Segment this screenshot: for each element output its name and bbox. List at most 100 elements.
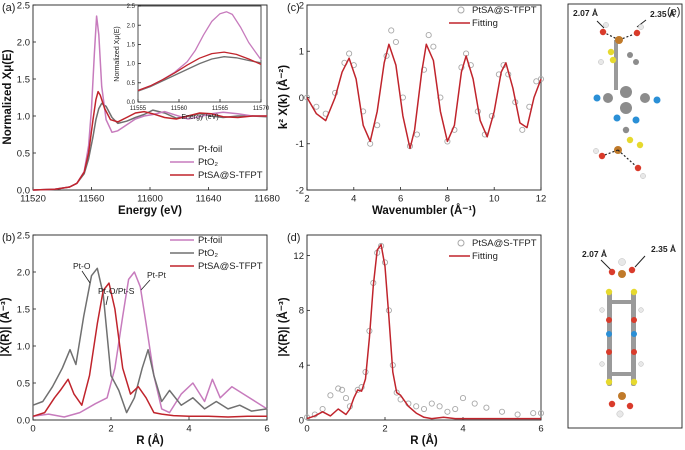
data-point-ptsa-s-tfpt xyxy=(327,392,334,399)
y-tick-label: 0 xyxy=(299,415,304,426)
data-point-ptsa-s-tfpt xyxy=(420,405,428,413)
series-line-fitting xyxy=(306,243,541,420)
panel-d-xlabel: R (Å) xyxy=(410,434,438,447)
nitrogen-atom xyxy=(632,116,640,124)
sulfur-atom xyxy=(607,48,615,56)
x-tick-label: 2 xyxy=(108,424,113,435)
data-point-ptsa-s-tfpt xyxy=(537,410,545,417)
bond-length-left-top: 2.07 Å xyxy=(573,8,598,18)
arrow-left-top xyxy=(596,20,605,29)
x-tick-label: 6 xyxy=(538,424,543,435)
bond-length-left-bottom: 2.07 Å xyxy=(582,249,607,259)
nitrogen-atom xyxy=(631,331,637,337)
legend-label-ptsa: PtSA@S-TFPT xyxy=(472,238,537,249)
x-tick-label: 4 xyxy=(460,424,465,435)
data-point-ptsa-s-tfpt xyxy=(342,395,350,402)
data-point-ptsa-s-tfpt xyxy=(459,395,467,402)
panel-e: (e) 2.07 Å 2.35 Å xyxy=(567,3,683,429)
legend-label-pt-foil: Pt-foil xyxy=(198,235,222,246)
x-tick-label: 2 xyxy=(304,194,309,205)
legend-marker-ptsa xyxy=(457,239,465,247)
y-tick-label: 2.0 xyxy=(17,267,30,278)
y-tick-label: 0.5 xyxy=(127,81,136,87)
sulfur-atom xyxy=(630,378,638,386)
x-tick-label: 11560 xyxy=(171,106,188,112)
hydrogen-atom xyxy=(638,361,644,367)
oxygen-atom xyxy=(598,152,606,160)
series-line-ptsa-s-tfpt xyxy=(32,90,267,191)
hydrogen-atom xyxy=(640,173,646,179)
arrow-left-bottom xyxy=(600,259,612,271)
y-tick-label: 1.5 xyxy=(127,43,136,49)
structure-bottom: 2.07 Å 2.35 Å xyxy=(582,244,676,418)
nitrogen-atom xyxy=(653,96,661,104)
annotation-arrow-pt-o xyxy=(81,270,91,284)
x-tick-label: 0 xyxy=(30,424,35,435)
legend-label-pt-foil: Pt-foil xyxy=(198,144,222,155)
data-point-ptsa-s-tfpt xyxy=(388,27,395,34)
data-point-ptsa-s-tfpt xyxy=(519,126,526,133)
y-tick-label: -1 xyxy=(296,139,304,150)
x-tick-label: 11640 xyxy=(196,194,222,205)
oxygen-atom xyxy=(608,268,616,276)
inset-xlabel: Energy (eV) xyxy=(181,114,218,121)
hydrogen-atom xyxy=(603,22,609,28)
panel-a-xlabel: Energy (eV) xyxy=(118,205,182,217)
x-tick-label: 8 xyxy=(445,194,450,205)
platinum-atom xyxy=(615,36,623,44)
y-tick-label: 2.0 xyxy=(17,37,30,48)
panel-c-label: (c) xyxy=(287,2,300,14)
legend-label-ptsa: PtSA@S-TFPT xyxy=(198,261,263,272)
data-point-ptsa-s-tfpt xyxy=(374,122,381,129)
data-point-ptsa-s-tfpt xyxy=(452,405,459,413)
carbon-atom xyxy=(622,126,630,134)
hydrogen-atom xyxy=(599,307,605,313)
panel-b-ylabel: |X(R)| (Å⁻³) xyxy=(0,297,12,356)
legend-label-ptsa: PtSA@S-TFPT xyxy=(198,170,263,181)
framework-column-right xyxy=(631,290,636,386)
series-line-pto xyxy=(32,267,268,414)
x-tick-label: 11565 xyxy=(212,106,229,112)
panel-c-frame xyxy=(306,4,542,191)
y-tick-label: 4 xyxy=(299,361,304,372)
panel-a-inset: 0.00.51.01.52.02.5 11555 11560 11565 11570 … xyxy=(114,4,270,121)
platinum-atom xyxy=(618,392,626,400)
inset-frame xyxy=(137,5,262,103)
oxygen-atom xyxy=(606,317,612,323)
data-point-ptsa-s-tfpt xyxy=(303,94,311,101)
panel-a: (a) 0.0 0.5 1.0 1.5 2.0 2.5 11520 11560 11600 11… xyxy=(2,0,280,217)
x-tick-label: 11570 xyxy=(253,106,270,112)
oxygen-atom xyxy=(628,266,636,274)
y-tick-label: 1.5 xyxy=(17,74,30,85)
y-tick-label: 0 xyxy=(299,93,304,104)
sulfur-atom xyxy=(605,288,613,296)
data-point-ptsa-s-tfpt xyxy=(514,411,521,418)
annotation-arrow-pt-o-pt-s xyxy=(105,295,109,306)
y-tick-label: 2.0 xyxy=(127,23,136,29)
data-point-ptsa-s-tfpt xyxy=(319,405,326,413)
y-tick-label: 1.0 xyxy=(17,111,30,122)
structure-top: 2.07 Å 2.35 Å xyxy=(573,8,675,179)
panel-b-xlabel: R (Å) xyxy=(136,434,164,447)
data-point-ptsa-s-tfpt xyxy=(413,131,421,138)
panel-c-legend: PtSA@S-TFPT Fitting xyxy=(449,5,537,29)
panel-d-ylabel: |X(R)| (Å⁻³) xyxy=(277,297,290,356)
inset-ylabel: Normalized Xμ(E) xyxy=(114,26,121,81)
arrow-right-bottom xyxy=(634,255,646,268)
panel-d-frame xyxy=(306,234,542,421)
framework-column-left xyxy=(607,290,612,386)
panel-b: (b) 0.0 0.5 1.0 1.5 2.0 2.5 0 2 4 6 R (Å) |X(R)|… xyxy=(0,230,270,447)
annotation-arrow-pt-pt xyxy=(140,279,151,291)
panel-e-label: (e) xyxy=(667,6,680,18)
x-tick-label: 10 xyxy=(489,194,500,205)
legend-label-fitting: Fitting xyxy=(472,18,498,29)
oxygen-atom xyxy=(634,164,642,172)
hydrogen-atom xyxy=(616,410,624,418)
nitrogen-atom xyxy=(606,331,612,337)
y-tick-label: 0.0 xyxy=(17,415,30,426)
hydrogen-atom xyxy=(599,361,605,367)
sulfur-atom xyxy=(605,378,613,386)
y-tick-label: 0.0 xyxy=(17,185,30,196)
bond-length-right-top: 2.35 Å xyxy=(650,9,675,19)
nitrogen-atom xyxy=(593,94,601,102)
